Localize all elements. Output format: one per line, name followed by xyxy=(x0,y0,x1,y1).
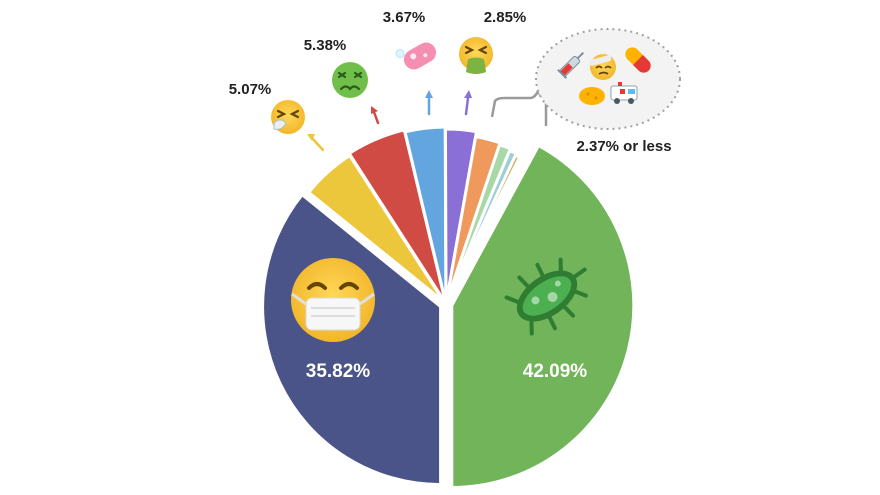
label-sneeze: 5.07% xyxy=(229,81,272,98)
label-mask: 35.82% xyxy=(306,361,371,382)
pill-icon xyxy=(625,47,651,73)
bandage-face-icon xyxy=(589,54,616,80)
label-nauseated: 5.38% xyxy=(304,37,347,54)
face-with-medical-mask-icon xyxy=(291,258,375,342)
pill-icon xyxy=(395,42,437,70)
pie-slice-pill xyxy=(403,125,448,305)
sneezing-face-icon xyxy=(271,100,305,134)
pie-slice-other-6 xyxy=(444,160,524,306)
nauseated-face-icon xyxy=(332,62,368,98)
label-vomit: 2.85% xyxy=(484,9,527,26)
pie-slice-nauseated xyxy=(347,128,448,305)
small-slices-bracket xyxy=(490,89,548,126)
sponge-icon xyxy=(579,87,605,105)
vomiting-face-icon xyxy=(459,37,493,74)
label-other: 2.37% or less xyxy=(576,138,671,155)
ambulance-icon xyxy=(610,82,638,104)
microbe-icon xyxy=(504,257,588,336)
pointer-arrows xyxy=(307,90,472,152)
label-bacteria: 42.09% xyxy=(523,361,588,382)
label-pill: 3.67% xyxy=(383,9,426,26)
syringe-icon xyxy=(557,51,585,79)
